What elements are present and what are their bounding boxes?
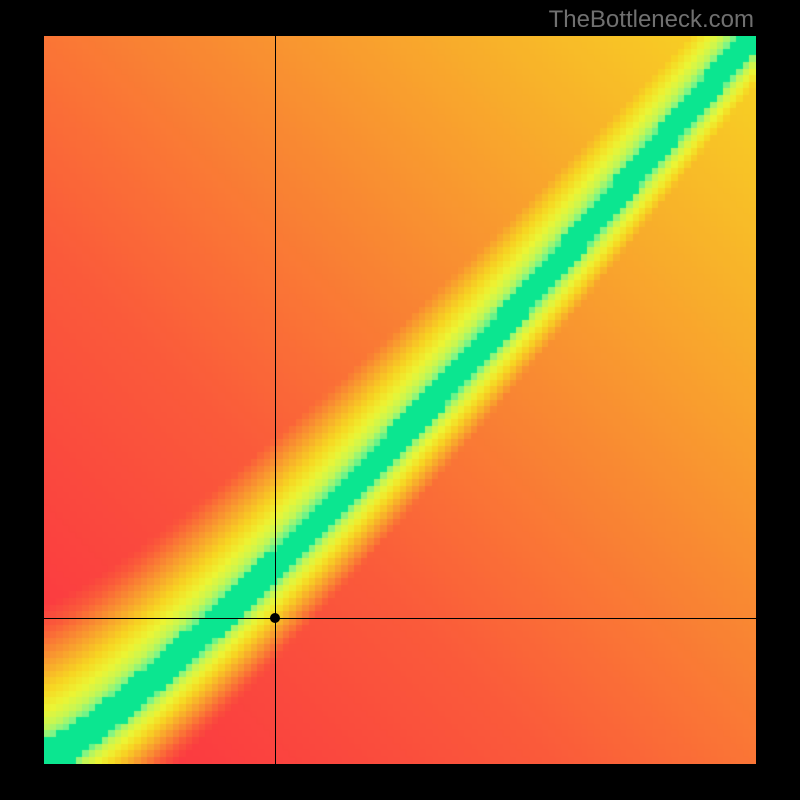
- bottleneck-heatmap: [44, 36, 756, 764]
- chart-container: TheBottleneck.com: [0, 0, 800, 800]
- crosshair-horizontal: [44, 618, 756, 619]
- crosshair-marker: [270, 613, 280, 623]
- watermark-text: TheBottleneck.com: [549, 6, 754, 34]
- crosshair-vertical: [275, 36, 276, 764]
